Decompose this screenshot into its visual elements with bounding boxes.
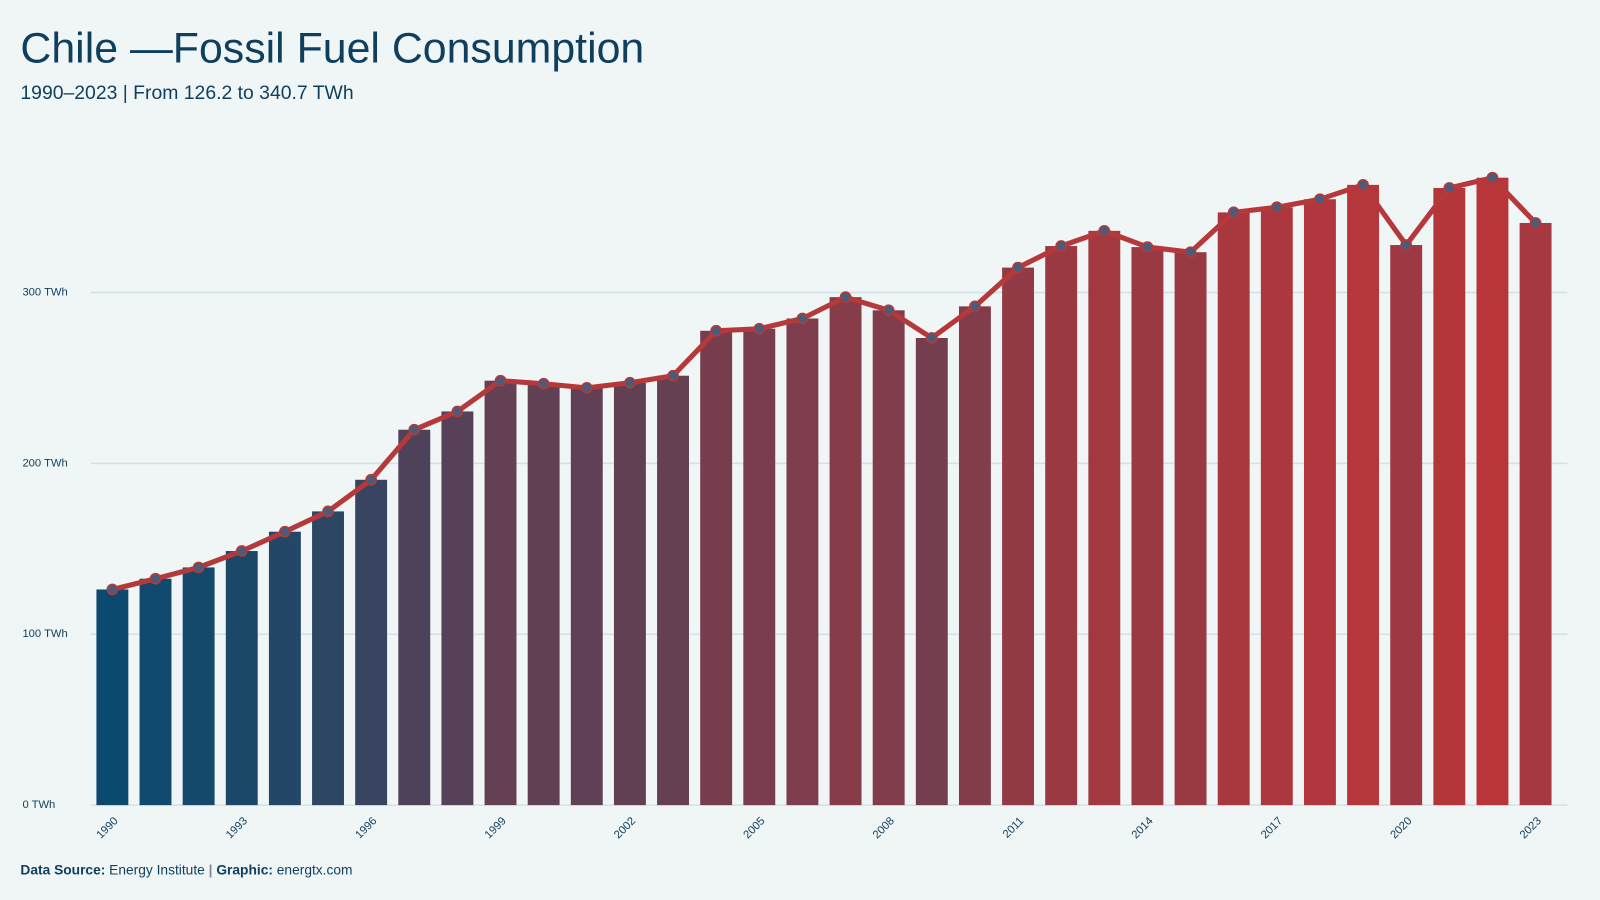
source: Energy Institute — [109, 862, 205, 877]
marker — [494, 374, 507, 387]
x-tick-label: 2014 — [1130, 815, 1156, 841]
bar — [786, 318, 819, 806]
bar — [829, 297, 862, 806]
marker — [1486, 171, 1499, 184]
marker — [753, 322, 766, 335]
bar — [312, 511, 344, 806]
bar — [1433, 187, 1466, 806]
x-tick-label: 1996 — [353, 815, 379, 841]
x-tick-label: 2005 — [741, 815, 767, 841]
bar — [96, 589, 129, 806]
line — [111, 175, 1538, 592]
bar — [1174, 252, 1207, 806]
marker — [580, 381, 593, 394]
bar — [1045, 246, 1078, 806]
marker — [882, 304, 895, 317]
x-tick-label: 1990 — [95, 815, 121, 841]
marker — [1270, 201, 1283, 214]
x-tick-label: 2017 — [1259, 815, 1285, 841]
marker — [235, 545, 248, 557]
x-tick-label: 2002 — [612, 815, 638, 841]
marker — [1357, 179, 1369, 191]
marker — [1227, 206, 1240, 219]
x-tick-label: 2008 — [871, 815, 897, 841]
separator: | — [209, 862, 213, 877]
x-tick-label: 2011 — [1001, 815, 1027, 841]
bar — [1002, 267, 1035, 806]
source-label: Data Source: — [20, 862, 105, 877]
bar — [139, 578, 172, 806]
graphic: energtx.com — [277, 862, 353, 877]
x-tick-label: 1993 — [224, 815, 250, 841]
bar — [872, 310, 905, 806]
marker — [1400, 239, 1413, 251]
bar — [613, 382, 646, 806]
marker — [451, 405, 464, 418]
bar — [1088, 230, 1121, 806]
marker — [624, 376, 636, 389]
bar — [570, 387, 603, 806]
bar — [1347, 184, 1380, 806]
bar — [915, 337, 948, 806]
marker — [1055, 240, 1068, 252]
bar — [1131, 247, 1164, 806]
marker — [925, 332, 938, 344]
bar — [657, 375, 689, 806]
bar — [1390, 245, 1423, 806]
bar — [958, 306, 991, 806]
bar — [700, 330, 733, 806]
marker — [322, 505, 334, 518]
marker — [279, 525, 291, 538]
bar — [484, 380, 517, 806]
marker — [365, 473, 378, 486]
bar — [398, 429, 431, 806]
bar — [1303, 199, 1336, 806]
bar — [1476, 177, 1509, 806]
bar — [225, 551, 258, 806]
marker — [149, 572, 162, 585]
marker — [710, 324, 723, 337]
marker — [106, 583, 119, 596]
graphic-label: Graphic: — [216, 862, 273, 877]
marker — [1012, 261, 1024, 274]
bar — [743, 328, 776, 806]
bar — [1217, 212, 1250, 806]
bar — [527, 383, 560, 806]
marker — [839, 291, 852, 304]
y-tick-label: 200 TWh — [22, 457, 67, 469]
bar — [268, 531, 301, 806]
y-tick-label: 0 TWh — [22, 799, 55, 811]
marker — [408, 423, 421, 436]
x-tick-label: 1999 — [483, 815, 509, 841]
x-tick-label: 2020 — [1388, 815, 1414, 841]
marker — [969, 300, 981, 313]
marker — [537, 377, 550, 390]
bar — [1260, 207, 1293, 806]
y-tick-label: 100 TWh — [22, 628, 67, 640]
marker — [1141, 241, 1154, 253]
marker — [192, 561, 205, 574]
bar — [182, 567, 215, 806]
marker — [1098, 224, 1111, 237]
marker — [1529, 217, 1542, 229]
x-tick-label: 2023 — [1518, 815, 1544, 841]
footer: Data Source: Energy Institute | Graphic:… — [20, 862, 352, 877]
bar — [441, 411, 474, 806]
bar — [1519, 222, 1552, 806]
marker — [1184, 246, 1197, 259]
marker — [1443, 182, 1456, 194]
chart-subtitle: 1990–2023 | From 126.2 to 340.7 TWh — [20, 82, 353, 104]
chart-title: Chile —Fossil Fuel Consumption — [20, 24, 644, 72]
bar — [355, 479, 388, 806]
marker — [796, 312, 809, 325]
marker — [667, 369, 679, 382]
marker — [1314, 193, 1326, 206]
y-tick-label: 300 TWh — [22, 286, 67, 298]
